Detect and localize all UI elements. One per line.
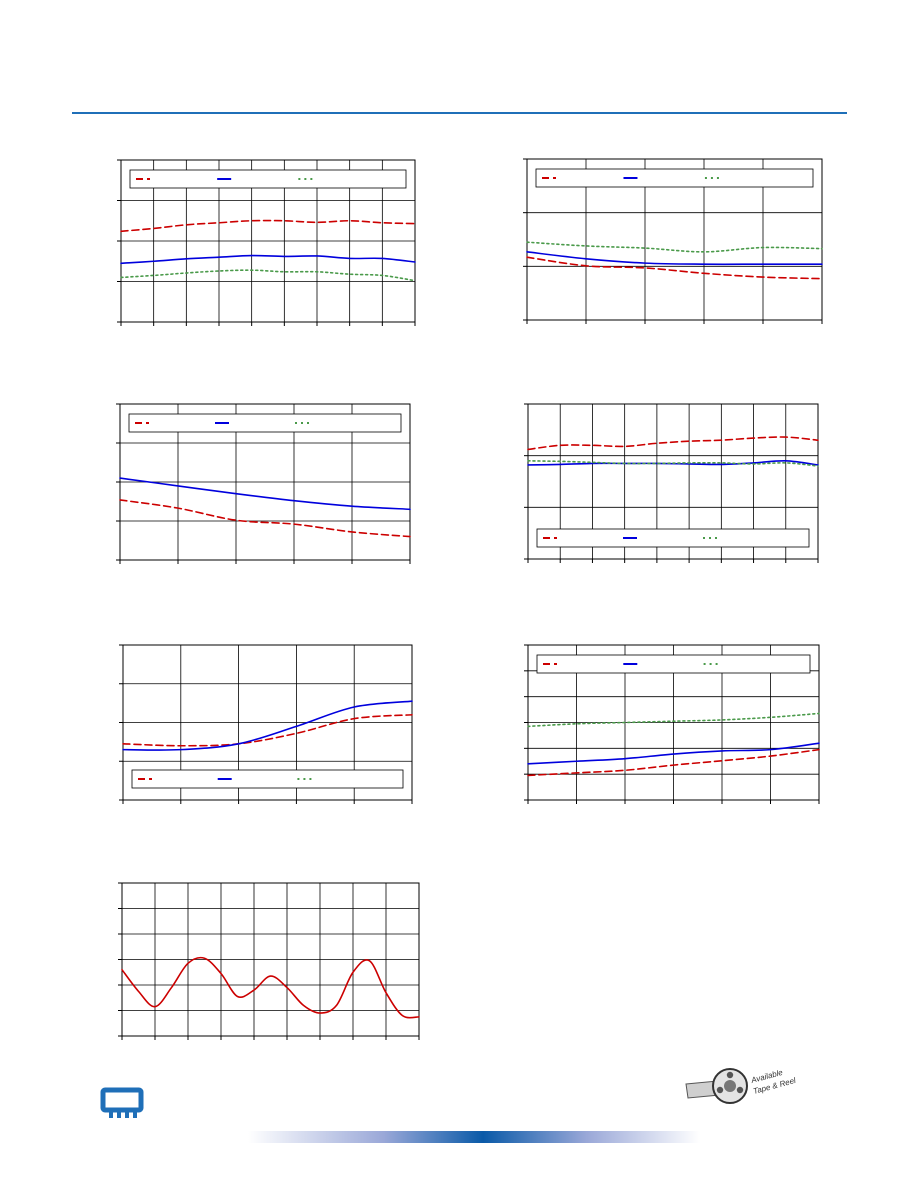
series-line-3 [527, 712, 820, 728]
chart-3 [116, 403, 411, 564]
series-line-2 [119, 477, 411, 511]
series-line-1 [121, 956, 420, 1019]
series-line-1 [119, 499, 411, 538]
series-line-2 [122, 700, 413, 751]
legend-box [535, 168, 814, 188]
series-line-1 [527, 436, 819, 451]
plot-frame [119, 403, 411, 561]
series-line-1 [526, 256, 823, 280]
plot-frame [122, 644, 413, 801]
chart-2 [523, 158, 823, 324]
series-line-2 [120, 254, 416, 265]
series-line-1 [122, 713, 413, 747]
series-line-1 [527, 748, 820, 777]
plot-frame [121, 882, 420, 1037]
chip-package-icon [100, 1087, 144, 1118]
chart-6 [524, 644, 820, 804]
film-reel-icon: Available Tape & Reel [685, 1068, 797, 1104]
series-line-1 [120, 219, 416, 233]
plot-frame [526, 158, 823, 321]
legend-box [131, 769, 404, 789]
footer-gradient-band [248, 1131, 700, 1143]
chart-7 [118, 882, 420, 1040]
series-line-2 [526, 251, 823, 266]
header-rule [72, 112, 847, 114]
series-line-3 [527, 460, 819, 467]
series-line-2 [527, 742, 820, 765]
plot-frame [120, 159, 416, 323]
chart-5 [119, 644, 413, 804]
series-line-3 [120, 269, 416, 282]
legend-box [129, 169, 407, 189]
series-line-3 [526, 241, 823, 253]
plot-frame [527, 403, 819, 560]
legend-box [536, 528, 810, 548]
chart-4 [524, 403, 819, 563]
chart-1 [117, 159, 416, 326]
legend-box [536, 654, 811, 674]
legend-box [128, 413, 402, 433]
plot-frame [527, 644, 820, 801]
